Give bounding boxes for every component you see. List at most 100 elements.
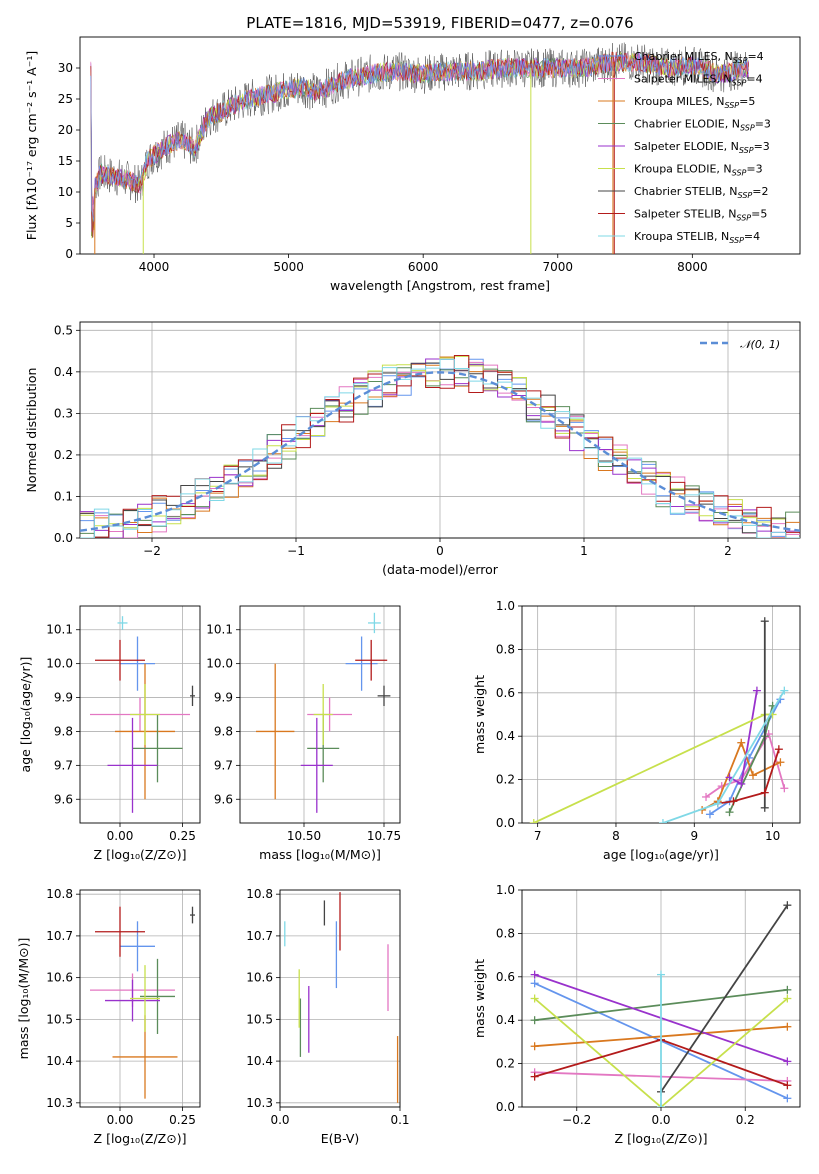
x-tick-label: 10.50: [287, 829, 321, 843]
axes-frame: [79, 321, 801, 539]
axes-frame: [79, 889, 201, 1108]
spectrum-lines: [90, 42, 749, 254]
legend-subscript: SSP: [729, 236, 744, 245]
legend-label: Kroupa ELODIE, NSSP=3: [634, 163, 763, 178]
x-axis-label: age [log₁₀(age/yr)]: [603, 847, 719, 862]
y-axis-label: mass [log₁₀(M/M⊙)]: [16, 938, 31, 1060]
y-tick-label: 10.4: [46, 1054, 73, 1068]
x-tick-label: −2: [143, 544, 161, 558]
y-tick-label: 10.0: [46, 657, 73, 671]
legend-subscript: SSP: [740, 124, 755, 133]
y-tick-label: 0.3: [54, 406, 73, 420]
x-tick-label: 0: [436, 544, 444, 558]
x-tick-label: 0.2: [736, 1113, 755, 1127]
y-tick-label: 9.7: [54, 758, 73, 772]
panel-3: 0.00 0.25 9.6 9.7 9.8 9.9 10.0 10.1 Z [log₁₀(Z/Z…: [18, 605, 201, 862]
legend-label: Salpeter MILES, NSSP=4: [634, 73, 763, 88]
axes-frame: [279, 889, 401, 1108]
y-tick-label: 0.0: [496, 816, 515, 830]
y-tick-label: 30: [58, 61, 73, 75]
y-tick-label: 10.0: [206, 657, 233, 671]
axes-frame: [239, 605, 401, 824]
panel-7: 0.0 0.1 10.3 10.4 10.5 10.6 10.7 10.8 E(B-V): [246, 887, 409, 1146]
y-tick-label: 0.8: [496, 926, 515, 940]
legend-label: Salpeter ELODIE, NSSP=3: [634, 140, 770, 155]
x-tick-label: 8: [612, 829, 620, 843]
axes-frame: [79, 36, 801, 255]
x-tick-label: 2: [724, 544, 732, 558]
legend-model: Chabrier STELIB, N: [634, 185, 738, 198]
y-tick-label: 0.2: [496, 773, 515, 787]
weight-line: [729, 690, 758, 786]
error-bars: [90, 906, 195, 1099]
x-tick-label: 0.0: [651, 1113, 670, 1127]
panel-1: 4000 5000 6000 7000 8000 0 5 10 15 20 25 30 waveleng…: [24, 36, 801, 293]
y-tick-label: 15: [58, 154, 73, 168]
x-tick-label: 0.00: [107, 829, 134, 843]
y-tick-label: 10.1: [46, 623, 73, 637]
legend-count: =2: [752, 185, 768, 198]
x-axis-label: wavelength [Angstrom, rest frame]: [330, 278, 550, 293]
x-tick-label: −1: [287, 544, 305, 558]
error-bars: [284, 892, 399, 1103]
x-axis-label: mass [log₁₀(M/M⊙)]: [259, 847, 381, 862]
x-tick-label: 5000: [273, 260, 304, 274]
x-axis-label: Z [log₁₀(Z/Z⊙)]: [94, 1131, 187, 1146]
x-axis-label: Z [log₁₀(Z/Z⊙)]: [615, 1131, 708, 1146]
y-tick-label: 10: [58, 185, 73, 199]
weight-line: [660, 904, 789, 1093]
legend-model: Salpeter MILES, N: [634, 73, 732, 86]
legend-label: Kroupa STELIB, NSSP=4: [634, 230, 760, 245]
y-tick-label: 10.4: [246, 1054, 273, 1068]
y-tick-label: 10.7: [246, 929, 273, 943]
y-tick-label: 9.6: [214, 792, 233, 806]
histograms: [80, 355, 800, 538]
legend-model: Kroupa MILES, N: [634, 95, 724, 108]
figure-title: PLATE=1816, MJD=53919, FIBERID=0477, z=0…: [246, 14, 633, 32]
y-axis-label: Flux [fλ10⁻¹⁷ erg cm⁻² s⁻¹ A⁻¹]: [24, 51, 39, 240]
y-tick-label: 1.0: [496, 883, 515, 897]
legend-model: Kroupa ELODIE, N: [634, 163, 732, 176]
histogram-kroupa-stelib: [80, 358, 800, 538]
y-tick-label: 0.2: [496, 1057, 515, 1071]
legend-count: =5: [751, 208, 767, 221]
y-tick-label: 9.6: [54, 792, 73, 806]
x-tick-label: 0.0: [270, 1113, 289, 1127]
y-tick-label: 0.4: [54, 365, 73, 379]
legend-subscript: SSP: [732, 79, 747, 88]
y-tick-label: 10.3: [246, 1096, 273, 1110]
y-tick-label: 0.5: [54, 323, 73, 337]
y-tick-label: 0.1: [54, 489, 73, 503]
legend-count: =3: [755, 118, 771, 131]
y-tick-label: 10.3: [46, 1096, 73, 1110]
y-tick-label: 0.4: [496, 729, 515, 743]
spectrum-chabrier-miles: [90, 54, 749, 222]
y-tick-label: 0.0: [54, 531, 73, 545]
y-tick-label: 5: [65, 216, 73, 230]
spectrum-salpeter-elodie: [90, 52, 749, 206]
weight-line: [534, 997, 788, 1107]
legend-subscript: SSP: [724, 101, 739, 110]
panel-6: 0.00 0.25 10.3 10.4 10.5 10.6 10.7 10.8 Z [log₁₀…: [16, 887, 201, 1146]
legend-count: =3: [754, 140, 770, 153]
legend-subscript: SSP: [739, 146, 754, 155]
y-tick-label: 9.9: [214, 691, 233, 705]
legend-model: Salpeter ELODIE, N: [634, 140, 739, 153]
x-tick-label: 7: [534, 829, 542, 843]
x-tick-label: 10: [765, 829, 780, 843]
x-tick-label: 10.75: [367, 829, 401, 843]
y-tick-label: 0.6: [496, 970, 515, 984]
y-tick-label: 0.2: [54, 448, 73, 462]
y-tick-label: 10.8: [46, 887, 73, 901]
legend-count: =4: [746, 73, 762, 86]
panel-5: 7 8 9 10 0.0 0.2 0.4 0.6 0.8 1.0 age [log₁₀(age/yr…: [472, 599, 801, 862]
weight-line: [533, 713, 773, 823]
x-tick-label: 4000: [139, 260, 170, 274]
legend-count: =4: [747, 50, 763, 63]
y-tick-label: 9.8: [54, 724, 73, 738]
x-tick-label: 6000: [408, 260, 439, 274]
panel-8: −0.2 0.0 0.2 0.0 0.2 0.4 0.6 0.8 1.0 Z [log₁₀(Z/Z…: [472, 883, 801, 1146]
legend-model: Kroupa STELIB, N: [634, 230, 729, 243]
legend-count: =4: [744, 230, 760, 243]
